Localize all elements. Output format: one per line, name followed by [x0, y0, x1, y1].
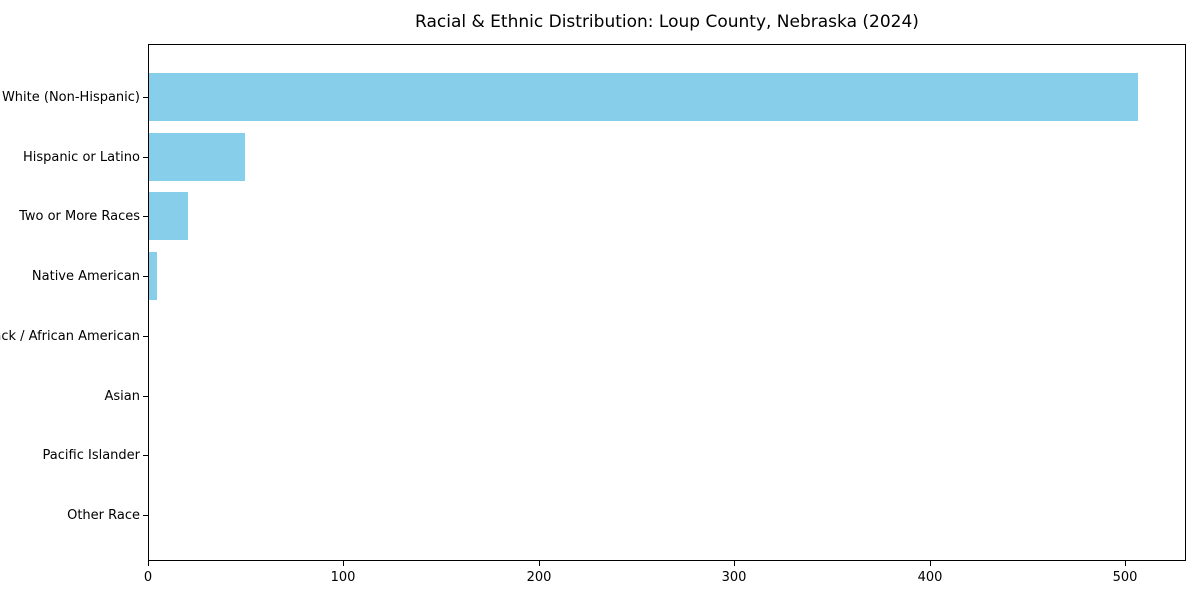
x-tick-mark: [539, 561, 540, 566]
y-axis-label-hispanic-or-latino: Hispanic or Latino: [22, 150, 140, 165]
y-axis-label-white-non-hispanic: White (Non-Hispanic): [1, 90, 140, 105]
y-axis-label-other-race: Other Race: [67, 508, 140, 523]
y-tick-mark: [143, 276, 148, 277]
y-axis-label-asian: Asian: [104, 389, 140, 404]
y-tick-mark: [143, 97, 148, 98]
chart-title: Racial & Ethnic Distribution: Loup Count…: [415, 12, 919, 32]
x-axis-label-0: 0: [143, 570, 153, 585]
y-tick-mark: [143, 515, 148, 516]
y-tick-mark: [143, 396, 148, 397]
x-tick-mark: [734, 561, 735, 566]
x-tick-mark: [1125, 561, 1126, 566]
y-axis-label-pacific-islander: Pacific Islander: [42, 448, 140, 463]
x-axis-label-100: 100: [330, 570, 356, 585]
x-tick-mark: [930, 561, 931, 566]
x-axis-label-500: 500: [1112, 570, 1138, 585]
x-tick-mark: [148, 561, 149, 566]
x-tick-mark: [343, 561, 344, 566]
x-axis-label-300: 300: [721, 570, 747, 585]
y-axis-label-native-american: Native American: [31, 269, 140, 284]
y-tick-mark: [143, 336, 148, 337]
bar-native-american: [149, 252, 157, 300]
bar-two-or-more-races: [149, 192, 188, 240]
y-tick-mark: [143, 455, 148, 456]
x-axis-label-400: 400: [917, 570, 943, 585]
bar-hispanic-or-latino: [149, 133, 245, 181]
y-tick-mark: [143, 157, 148, 158]
y-axis-label-black-african-american: Black / African American: [0, 329, 140, 344]
x-axis-label-200: 200: [526, 570, 552, 585]
bar-white-non-hispanic: [149, 73, 1138, 121]
y-tick-mark: [143, 216, 148, 217]
y-axis-label-two-or-more-races: Two or More Races: [19, 209, 140, 224]
plot-area: [148, 44, 1186, 561]
